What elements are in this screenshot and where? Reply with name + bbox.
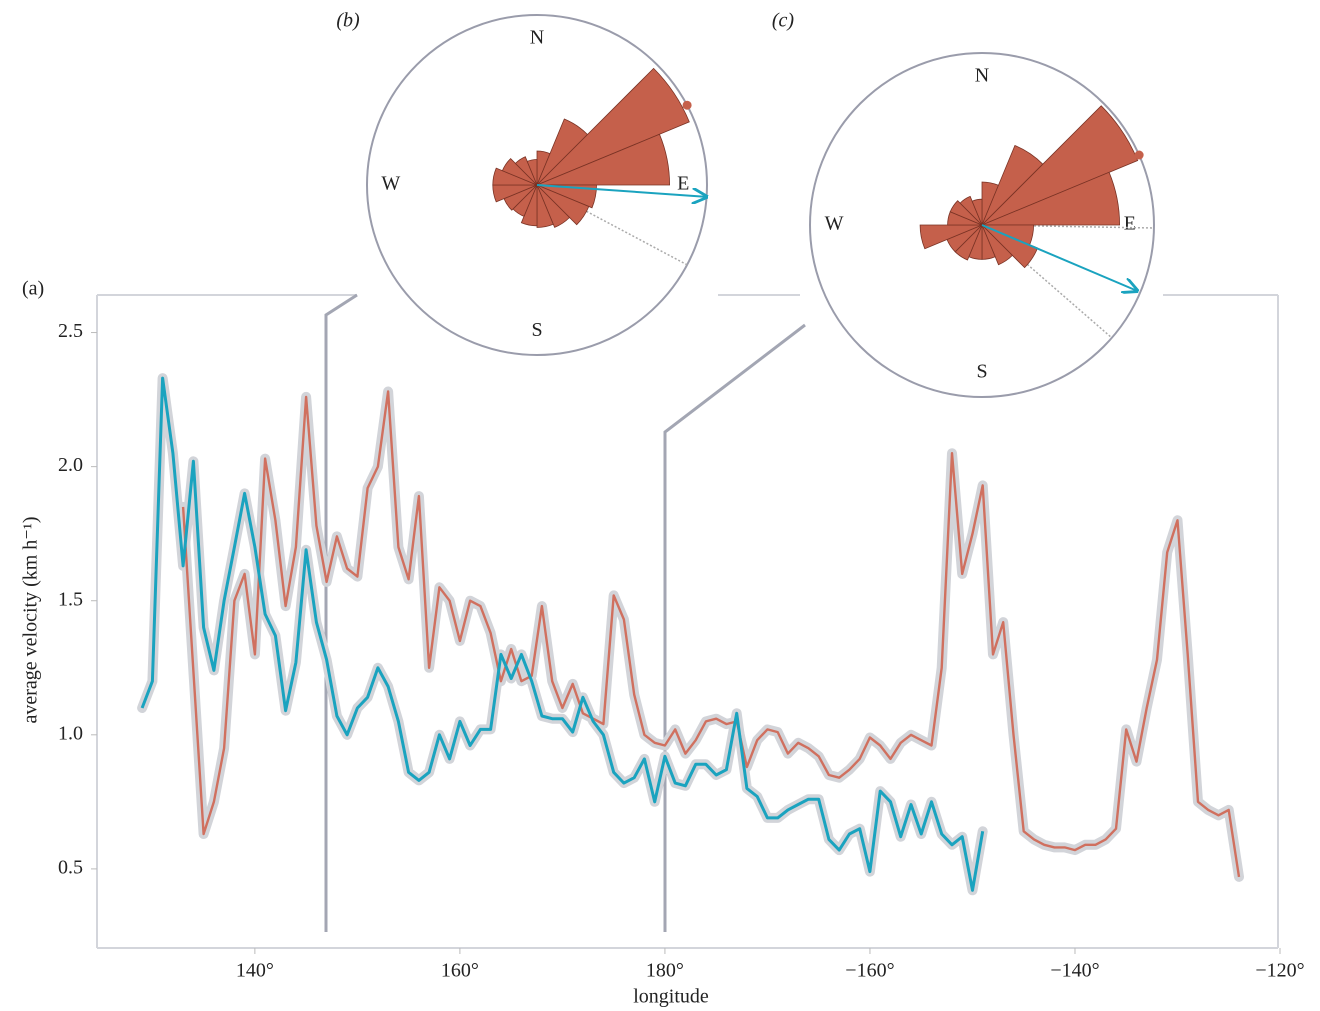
- x-tick-label: 180°: [646, 960, 684, 982]
- compass-label: E: [1124, 213, 1136, 235]
- y-tick-label: 1.0: [58, 722, 83, 744]
- rose-wedge: [981, 171, 1121, 226]
- compass-label: W: [825, 213, 844, 235]
- compass-label: N: [530, 26, 544, 48]
- rose-wedge: [536, 184, 597, 209]
- series-line: [140, 376, 985, 892]
- direction-dot: [1134, 150, 1144, 160]
- callout-lines: [324, 293, 806, 932]
- rose-wedge: [971, 198, 983, 226]
- rose-wedge: [981, 224, 1013, 266]
- mean-arrow: [981, 224, 1137, 291]
- mean-arrow: [536, 184, 707, 197]
- compass-label: W: [381, 173, 400, 195]
- x-tick-label: −140°: [1050, 960, 1099, 982]
- rose-wedge: [501, 158, 538, 186]
- y-tick-label: 0.5: [58, 856, 83, 878]
- panel-label: (b): [336, 10, 360, 32]
- x-tick-label: −160°: [845, 960, 894, 982]
- panel-label: (a): [22, 278, 44, 300]
- x-tick-label: 160°: [441, 960, 479, 982]
- compass-label: S: [531, 319, 542, 341]
- direction-dot: [682, 100, 692, 110]
- confidence-band: [178, 386, 1244, 882]
- y-tick-label: 2.0: [58, 454, 83, 476]
- rose-wedge: [536, 133, 671, 186]
- compass-label: N: [975, 65, 989, 87]
- x-tick-label: 140°: [236, 960, 274, 982]
- y-tick-label: 1.5: [58, 588, 83, 610]
- rose-wedge: [959, 195, 983, 226]
- rose-wedge: [514, 156, 538, 186]
- rose-wedge: [536, 184, 590, 226]
- rose-wedge: [536, 67, 690, 186]
- rose-wedge: [919, 224, 983, 250]
- compass-label: E: [677, 173, 689, 195]
- rose-wedge: [526, 159, 538, 186]
- series-line: [181, 390, 1241, 878]
- x-axis-label: longitude: [633, 986, 709, 1008]
- compass-label: S: [976, 361, 987, 383]
- y-axis-label: average velocity (km h⁻¹): [20, 516, 42, 723]
- x-tick-label: −120°: [1255, 960, 1304, 982]
- panel-label: (c): [772, 10, 795, 32]
- rose-wedge: [536, 184, 554, 228]
- y-tick-label: 2.5: [58, 320, 83, 342]
- rose-wedge: [536, 184, 571, 228]
- plot-frame: [96, 294, 1279, 949]
- rose-wedge: [981, 105, 1139, 226]
- rose-wedge: [949, 200, 983, 226]
